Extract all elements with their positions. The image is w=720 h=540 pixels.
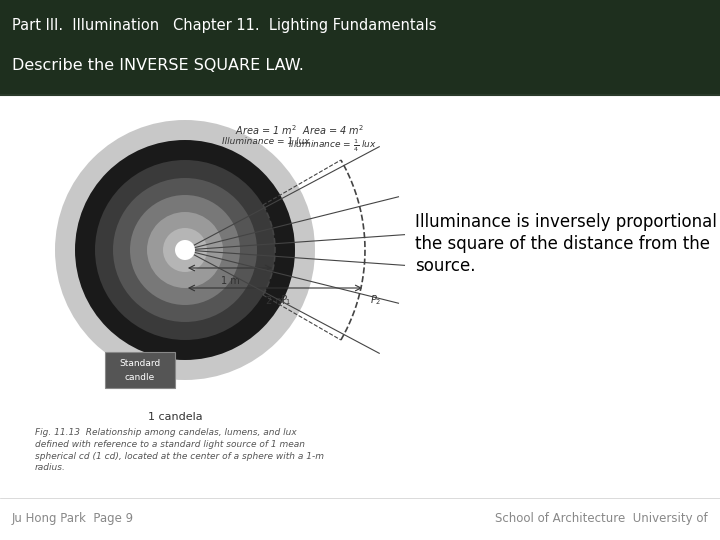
Text: Illuminance = $\frac{1}{4}$ lux: Illuminance = $\frac{1}{4}$ lux — [288, 137, 377, 153]
Bar — [0, 0, 720, 94]
Text: Standard: Standard — [120, 360, 161, 368]
Text: Fig. 11.13  Relationship among candelas, lumens, and lux
defined with reference : Fig. 11.13 Relationship among candelas, … — [35, 428, 324, 472]
Text: School of Architecture  University of: School of Architecture University of — [495, 512, 708, 525]
Text: 2 m: 2 m — [266, 296, 284, 306]
Text: Area = 4 m$^2$: Area = 4 m$^2$ — [302, 123, 364, 137]
Text: Illuminance is inversely proportional to: Illuminance is inversely proportional to — [415, 213, 720, 231]
Circle shape — [163, 228, 207, 272]
Circle shape — [147, 212, 223, 288]
Text: Describe the INVERSE SQUARE LAW.: Describe the INVERSE SQUARE LAW. — [12, 58, 304, 73]
Circle shape — [75, 140, 295, 360]
Text: 1 m: 1 m — [220, 276, 239, 286]
Text: $P_1$: $P_1$ — [280, 293, 292, 307]
Text: Area = 1 m$^2$: Area = 1 m$^2$ — [235, 123, 297, 137]
Text: source.: source. — [415, 257, 475, 275]
Circle shape — [113, 178, 257, 322]
Circle shape — [130, 195, 240, 305]
Text: candle: candle — [125, 373, 155, 381]
Text: Illuminance = 1 lux: Illuminance = 1 lux — [222, 137, 310, 146]
Circle shape — [175, 240, 195, 260]
Text: Ju Hong Park  Page 9: Ju Hong Park Page 9 — [12, 512, 134, 525]
Text: Part III.  Illumination   Chapter 11.  Lighting Fundamentals: Part III. Illumination Chapter 11. Light… — [12, 18, 436, 33]
Circle shape — [55, 120, 315, 380]
Text: the square of the distance from the: the square of the distance from the — [415, 235, 710, 253]
Text: 1 candela: 1 candela — [148, 412, 202, 422]
Circle shape — [95, 160, 275, 340]
Bar — [30, 105, 390, 460]
Bar — [105, 352, 175, 388]
Text: $P_2$: $P_2$ — [370, 293, 382, 307]
